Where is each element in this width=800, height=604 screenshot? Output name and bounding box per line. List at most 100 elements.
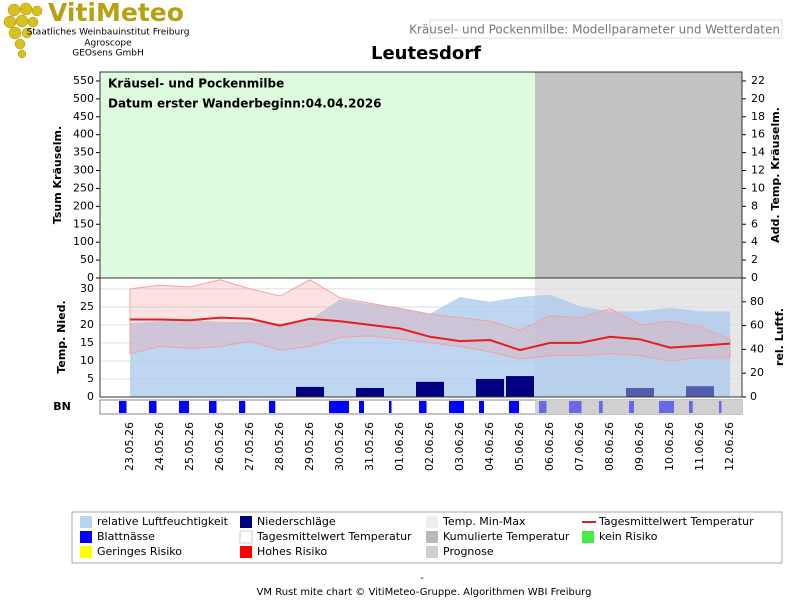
x-tick-label: 12.06.26 xyxy=(723,422,736,471)
leaf-wetness xyxy=(359,401,364,413)
legend-swatch xyxy=(80,531,92,543)
y-tick-label: 550 xyxy=(73,74,94,87)
x-tick-label: 06.06.26 xyxy=(543,422,556,471)
x-tick-label: 28.05.26 xyxy=(273,422,286,471)
axis-title: Tsum Kräuselm. xyxy=(51,126,64,224)
temp-band xyxy=(129,279,731,362)
precip-bar xyxy=(296,386,324,397)
legend-label: Prognose xyxy=(443,545,494,558)
leaf-wetness xyxy=(149,401,157,413)
annotation: Kräusel- und Pockenmilbe xyxy=(108,77,284,91)
y-tick-label: 0 xyxy=(87,390,94,403)
y2-tick-label: 14 xyxy=(751,146,765,159)
frame xyxy=(99,277,743,398)
x-tick-label: 07.06.26 xyxy=(573,422,586,471)
x-tick-label: 11.06.26 xyxy=(693,422,706,471)
forecast-zone xyxy=(535,72,742,278)
y-tick-label: 400 xyxy=(73,128,94,141)
y2-tick-label: 80 xyxy=(750,295,764,308)
y-tick-label: 50 xyxy=(80,253,94,266)
y2-tick-label: 0 xyxy=(751,271,758,284)
legend-label: Hohes Risiko xyxy=(257,545,327,558)
y-tick-label: 0 xyxy=(87,271,94,284)
y-tick-label: 250 xyxy=(73,181,94,194)
logo-grapes xyxy=(3,2,43,59)
logo-line: Staatliches Weinbauinstitut Freiburg xyxy=(27,28,190,38)
bn-label: BN xyxy=(53,400,71,413)
x-tick-label: 31.05.26 xyxy=(363,422,376,471)
x-tick-label: 03.06.26 xyxy=(453,422,466,471)
leaf-wetness xyxy=(509,401,519,413)
leaf-wetness xyxy=(389,401,392,413)
subtitle-box xyxy=(429,19,783,39)
legend-label: Tagesmittelwert Temperatur xyxy=(256,530,412,543)
x-tick-label: 30.05.26 xyxy=(333,422,346,471)
legend-swatch xyxy=(239,530,253,544)
y2-tick-label: 10 xyxy=(751,181,765,194)
y-tick-label: 25 xyxy=(80,300,94,313)
footer-dash: - xyxy=(420,573,424,584)
y2-tick-label: 4 xyxy=(751,235,758,248)
leaf-wetness xyxy=(569,401,582,413)
precip-bar xyxy=(416,381,444,397)
legend-label: Temp. Min-Max xyxy=(442,515,526,528)
y-tick-label: 500 xyxy=(73,92,94,105)
logo-line: Agroscope xyxy=(84,39,132,49)
precip-bar xyxy=(356,387,384,397)
leaf-wetness xyxy=(659,401,674,413)
legend-swatch xyxy=(582,531,594,543)
x-tick-label: 08.06.26 xyxy=(603,422,616,471)
axis-title: Add. Temp. Kräuselm. xyxy=(769,107,782,243)
legend-swatch xyxy=(426,531,438,543)
axis-title: rel. Luftf. xyxy=(773,308,786,366)
y-tick-label: 5 xyxy=(87,372,94,385)
legend-label: Blattnässe xyxy=(97,530,155,543)
x-tick-label: 25.05.26 xyxy=(183,422,196,471)
y-tick-label: 10 xyxy=(80,354,94,367)
legend-label: kein Risiko xyxy=(599,530,658,543)
x-tick-label: 02.06.26 xyxy=(423,422,436,471)
y2-tick-label: 60 xyxy=(750,319,764,332)
leaf-wetness xyxy=(209,401,217,413)
y-tick-label: 350 xyxy=(73,146,94,159)
y2-tick-label: 22 xyxy=(751,74,765,87)
y2-tick-label: 0 xyxy=(750,390,757,403)
leaf-wetness xyxy=(419,401,427,413)
legend-swatch xyxy=(426,516,438,528)
legend-swatch xyxy=(80,546,92,558)
leaf-wetness xyxy=(599,401,603,413)
y2-tick-label: 12 xyxy=(751,164,765,177)
y2-tick-label: 8 xyxy=(751,199,758,212)
mean-temp-line xyxy=(130,316,731,352)
y2-tick-label: 40 xyxy=(750,342,764,355)
leaf-wetness xyxy=(239,401,246,413)
brand: VitiMeteo xyxy=(48,0,184,27)
x-tick-label: 09.06.26 xyxy=(633,422,646,471)
leaf-wetness xyxy=(479,401,484,413)
legend-swatch xyxy=(240,546,252,558)
y-tick-label: 30 xyxy=(80,282,94,295)
leaf-wetness xyxy=(629,401,634,413)
leaf-wetness xyxy=(269,401,276,413)
humidity-area xyxy=(130,294,730,397)
legend-label: relative Luftfeuchtigkeit xyxy=(97,515,229,528)
y-tick-label: 15 xyxy=(80,336,94,349)
x-tick-label: 26.05.26 xyxy=(213,422,226,471)
leaf-wetness xyxy=(719,401,722,413)
x-tick-label: 29.05.26 xyxy=(303,422,316,471)
y2-tick-label: 20 xyxy=(750,366,764,379)
precip-bar xyxy=(476,378,504,397)
leaf-wetness xyxy=(179,401,189,413)
leaf-wetness xyxy=(329,401,349,413)
y-tick-label: 300 xyxy=(73,164,94,177)
precip-bar xyxy=(686,386,714,397)
y2-tick-label: 18 xyxy=(751,110,765,123)
leaf-wetness xyxy=(119,401,127,413)
legend-swatch xyxy=(426,546,438,558)
y-tick-label: 450 xyxy=(73,110,94,123)
x-tick-label: 10.06.26 xyxy=(663,422,676,471)
subtitle: Kräusel- und Pockenmilbe: Modellparamete… xyxy=(409,23,780,37)
x-tick-label: 27.05.26 xyxy=(243,422,256,471)
legend-label: Kumulierte Temperatur xyxy=(443,530,570,543)
